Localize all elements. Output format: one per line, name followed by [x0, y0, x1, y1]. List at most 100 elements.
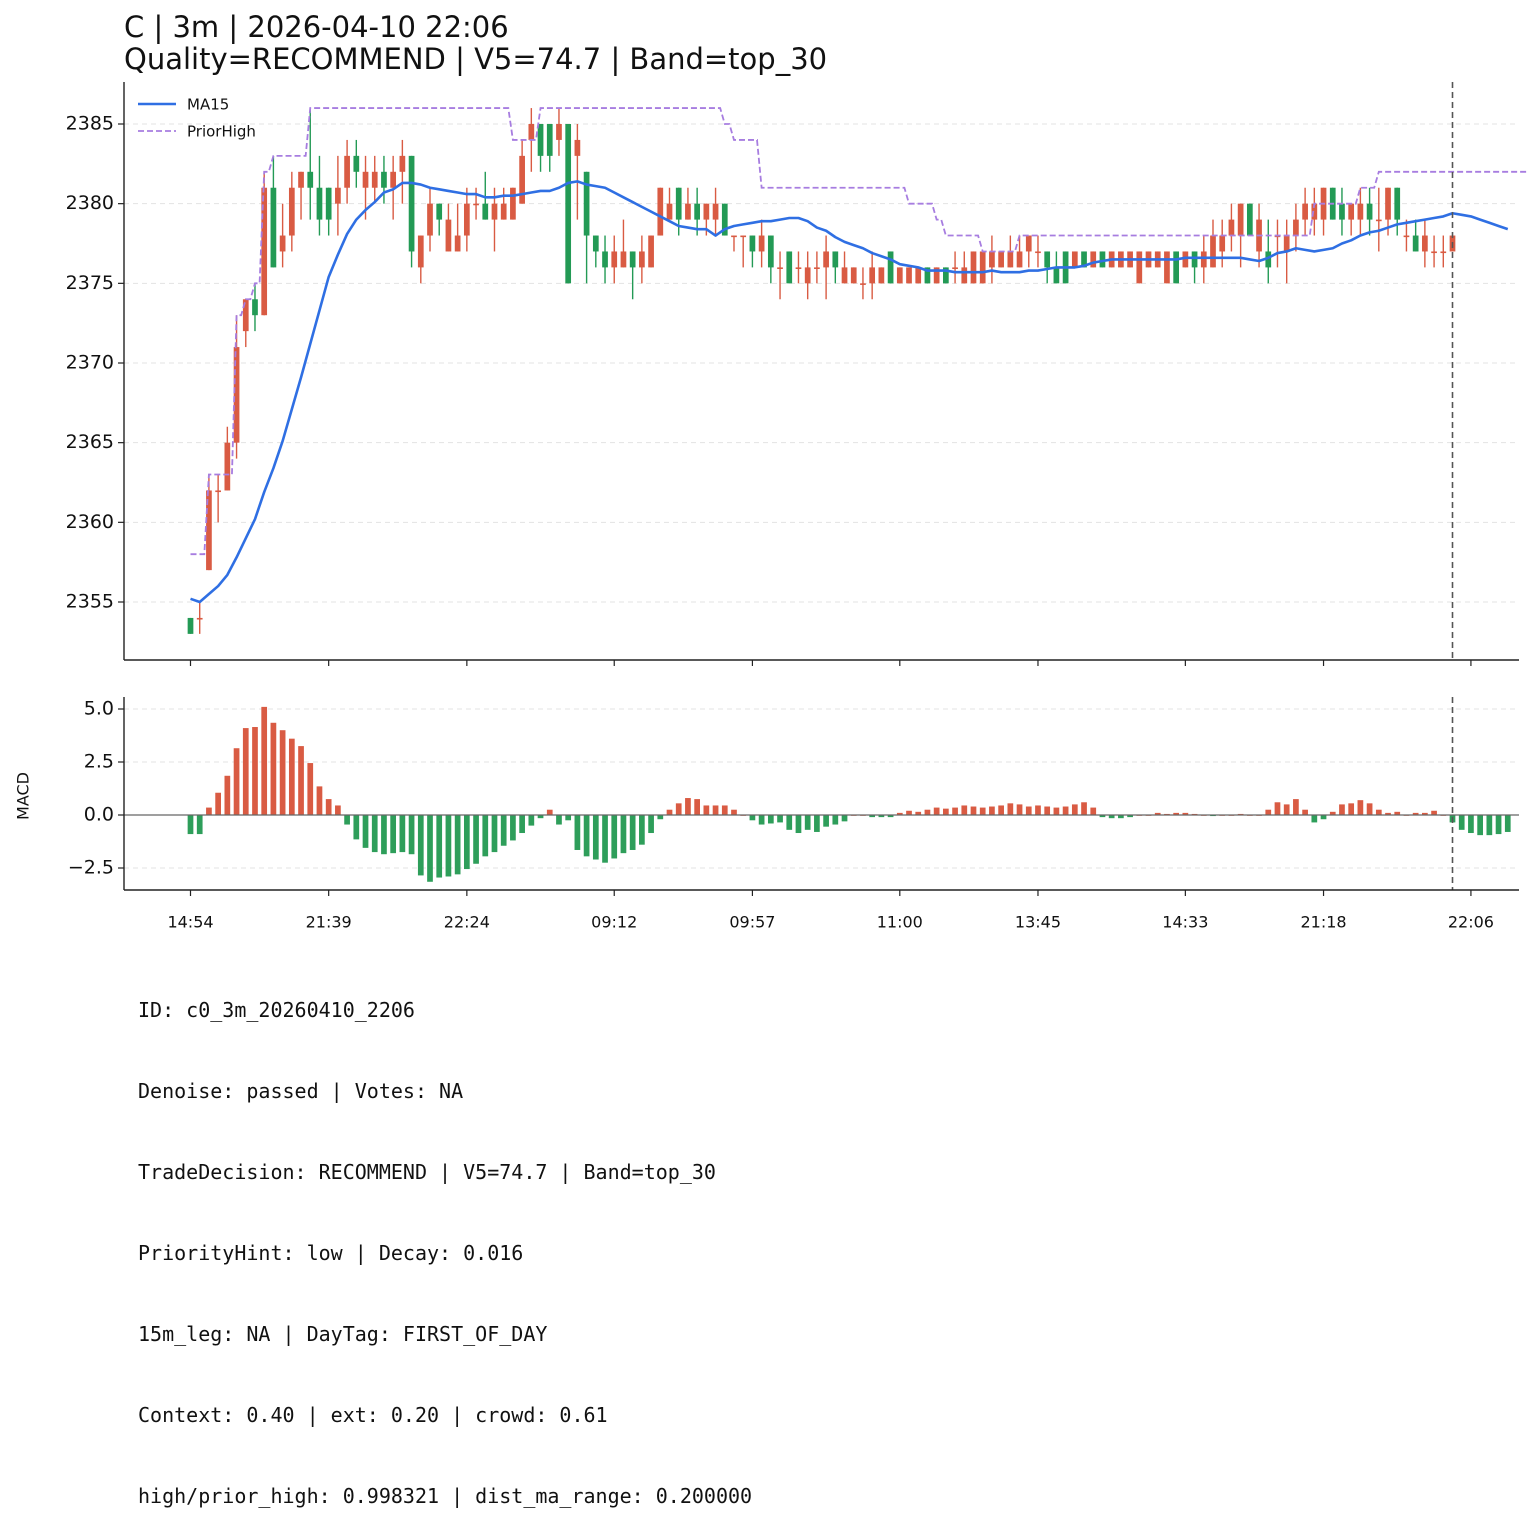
- candle-body: [675, 187, 682, 220]
- candle-body: [786, 251, 793, 284]
- info-line: 15m_leg: NA | DayTag: FIRST_OF_DAY: [138, 1322, 548, 1346]
- macd-bar: [1173, 812, 1180, 815]
- macd-bar: [1385, 812, 1391, 815]
- macd-bar: [510, 815, 516, 841]
- candle-body: [1403, 235, 1410, 238]
- macd-bar: [961, 805, 968, 815]
- candle-body: [1053, 267, 1060, 284]
- candle-body: [362, 171, 369, 188]
- candle-body: [1357, 203, 1364, 220]
- candle-body: [749, 235, 756, 252]
- y-tick-label: 2375: [66, 272, 114, 294]
- macd-bar: [1062, 806, 1069, 815]
- macd-bar: [1044, 806, 1051, 815]
- macd-bar: [519, 815, 525, 834]
- candle-body: [252, 299, 258, 316]
- candle-body: [215, 490, 221, 493]
- candle-body: [887, 251, 894, 284]
- candle-body: [1044, 251, 1051, 268]
- candle-body: [943, 267, 949, 284]
- macd-bar: [712, 805, 719, 815]
- candle-body: [1016, 251, 1023, 268]
- macd-bar: [721, 805, 728, 815]
- macd-bar: [823, 815, 829, 827]
- macd-bar: [1477, 815, 1483, 836]
- macd-bar: [629, 815, 636, 850]
- macd-bar: [436, 815, 443, 878]
- candle-body: [1090, 251, 1097, 268]
- y-tick-label: 2355: [66, 591, 114, 613]
- candle-body: [1385, 187, 1391, 220]
- macd-bar: [915, 811, 922, 815]
- macd-bar: [1366, 803, 1373, 815]
- candle-body: [233, 347, 240, 443]
- candle-body: [592, 235, 599, 252]
- macd-bar: [233, 748, 240, 815]
- prior-high-line: [190, 107, 1527, 556]
- macd-bar: [390, 815, 397, 854]
- candle-body: [869, 267, 876, 284]
- candle-body: [1025, 235, 1032, 252]
- candle-body: [823, 251, 829, 268]
- y-tick-label: 2365: [66, 431, 114, 453]
- macd-bar: [187, 815, 194, 835]
- macd-axis-label: MACD: [14, 772, 33, 820]
- macd-bar: [316, 786, 323, 815]
- chart-canvas: 2355 2360 2365 2370 2375 2380 2385 MA15 PriorHig…: [14, 82, 1527, 932]
- candle-body: [924, 267, 931, 284]
- macd-bar: [758, 815, 765, 825]
- candle-body: [795, 267, 802, 269]
- macd-bar: [408, 815, 415, 855]
- macd-bar: [1357, 800, 1364, 815]
- info-line: TradeDecision: RECOMMEND | V5=74.7 | Ban…: [138, 1160, 716, 1184]
- legend-priorhigh-label: PriorHigh: [187, 123, 256, 141]
- candle-body: [371, 171, 378, 188]
- macd-bar: [1431, 810, 1437, 815]
- macd-bar: [1108, 815, 1115, 819]
- chart-title: C | 3m | 2026-04-10 22:06: [124, 10, 509, 44]
- candle-body: [1431, 251, 1437, 254]
- candle-body: [307, 171, 314, 188]
- candle-body: [537, 124, 544, 156]
- macd-bar: [869, 815, 876, 818]
- candle-body: [804, 267, 811, 284]
- macd-bar: [1375, 809, 1382, 815]
- macd-bar: [224, 775, 231, 815]
- candle-body: [242, 299, 249, 332]
- macd-bar: [1348, 803, 1355, 815]
- macd-bar: [675, 803, 682, 815]
- y-tick-label: −2.5: [68, 857, 114, 879]
- x-tick-label: 14:33: [1162, 913, 1208, 932]
- macd-bar: [786, 815, 793, 830]
- y-tick-label: 2385: [66, 113, 114, 135]
- macd-bar: [685, 798, 691, 815]
- candle-body: [1200, 251, 1207, 268]
- x-tick-label: 11:00: [877, 913, 923, 932]
- candle-body: [860, 283, 866, 285]
- macd-bar: [344, 815, 350, 825]
- candle-body: [666, 203, 673, 220]
- macd-bar: [252, 727, 258, 815]
- macd-bar: [353, 815, 360, 840]
- candle-body: [933, 267, 940, 284]
- macd-bar: [463, 815, 470, 870]
- macd-bar: [1293, 799, 1299, 815]
- candle-body: [325, 187, 332, 220]
- candle-body: [648, 235, 654, 268]
- macd-bar: [1458, 815, 1465, 830]
- macd-bar: [583, 815, 590, 857]
- info-line: ID: c0_3m_20260410_2206: [138, 998, 415, 1022]
- candle-body: [694, 203, 700, 220]
- info-line: PriorityHint: low | Decay: 0.016: [138, 1241, 524, 1265]
- candle-body: [1366, 203, 1373, 220]
- macd-bar: [1329, 811, 1336, 815]
- chart-subtitle: Quality=RECOMMEND | V5=74.7 | Band=top_3…: [124, 42, 828, 76]
- macd-bar: [767, 815, 774, 824]
- macd-bar: [777, 815, 783, 823]
- candle-body: [1081, 251, 1087, 268]
- candle-body: [390, 171, 397, 188]
- candle-body: [344, 155, 350, 188]
- macd-bar: [399, 815, 406, 853]
- x-tick-label: 09:57: [729, 913, 775, 932]
- candle-body: [1228, 219, 1235, 236]
